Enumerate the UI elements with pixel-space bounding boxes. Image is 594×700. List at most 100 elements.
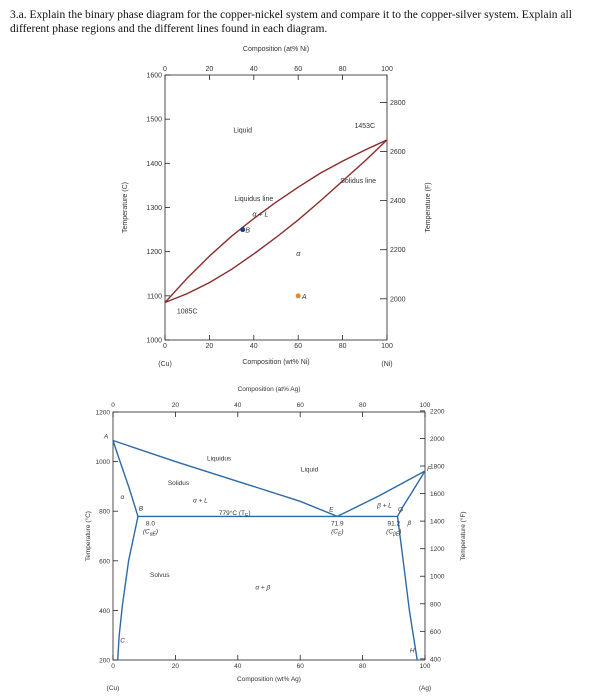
cuag-point-g-label: G <box>398 506 403 513</box>
cuni-y-tick-label: 1300 <box>146 205 162 212</box>
cuag-top-tick-label: 80 <box>359 402 367 409</box>
cuni-frame <box>164 74 388 341</box>
cuag-top-tick-label: 20 <box>172 402 180 409</box>
cuni-right-tick-label: 2200 <box>390 247 406 254</box>
cuag-b-close: ) <box>155 528 158 535</box>
cuag-right-tick-label: 400 <box>430 656 441 663</box>
cuag-beta-label: β <box>407 520 412 527</box>
cuag-solvus-label: Solvus <box>150 572 170 579</box>
cuag-right-tick-label: 1200 <box>430 546 445 553</box>
cuag-solidus-label: Solidus <box>168 480 190 487</box>
cuag-right-tick-label: 1000 <box>430 574 445 581</box>
cuag-top-tick-label: 40 <box>234 402 242 409</box>
cuag-x-tick-label: 0 <box>111 663 115 670</box>
cuni-ni-melt-label: 1453C <box>354 123 375 130</box>
cuni-liquid-label: Liquid <box>233 127 252 134</box>
cuag-g-close: ) <box>398 528 401 535</box>
cuag-e-subscript: E <box>338 531 342 537</box>
cuni-right-tick-label: 2600 <box>390 149 406 156</box>
cuag-right-tick-label: 2000 <box>430 436 445 443</box>
cuag-y-axis-title: Temperature (°C) <box>84 511 92 561</box>
cuni-top-tick-label: 0 <box>163 66 167 73</box>
cuni-right-axis-title: Temperature (F) <box>425 182 432 232</box>
cuag-alpha-label: α <box>121 494 125 501</box>
cuag-e-comp: 71.9 <box>331 520 344 527</box>
cuag-b-subscript: αE <box>150 531 157 537</box>
cuni-x-tick-label: 40 <box>250 343 258 350</box>
cuag-frame <box>112 411 426 661</box>
cuag-right-tick-label: 2200 <box>430 408 445 415</box>
cuni-top-tick-label: 20 <box>206 66 214 73</box>
cuni-y-tick-label: 1000 <box>146 338 162 345</box>
cuni-point-a <box>295 293 301 299</box>
cuni-solidus-label: Solidus line <box>340 178 376 185</box>
cuni-y-tick-label: 1500 <box>146 117 162 124</box>
cuni-alpha-label: α <box>296 251 301 258</box>
cuag-top-tick-label: 60 <box>297 402 305 409</box>
cuni-x-tick-label: 20 <box>206 343 214 350</box>
cuag-x-tick-label: 40 <box>234 663 242 670</box>
cuni-liquidus-label: Liquidus line <box>234 196 273 203</box>
cuni-x-end-left: (Cu) <box>158 361 172 368</box>
cuni-x-tick-label: 0 <box>163 343 167 350</box>
cuag-x-tick-label: 20 <box>172 663 180 670</box>
cuag-x-end-right: (Ag) <box>419 685 431 692</box>
cuag-y-tick-label: 200 <box>99 658 110 665</box>
cuag-top-tick-label: 100 <box>420 402 431 409</box>
cuag-point-a-label: A <box>103 434 108 441</box>
cuag-g-subscript: βE <box>392 531 400 537</box>
cuag-y-tick-label: 1000 <box>96 459 111 466</box>
cuag-e-close: ) <box>340 528 343 535</box>
cuag-e-sub: (CE) <box>331 528 343 537</box>
cuag-eutectic-temp-sub: E <box>245 513 249 519</box>
cuni-liquidus-curve <box>164 139 388 303</box>
cuni-x-axis-title: Composition (wt% Ni) <box>242 359 309 366</box>
cuag-b-comp: 8.0 <box>146 520 155 527</box>
cuag-right-tick-label: 600 <box>430 629 441 636</box>
cuni-point-b-label: B <box>245 228 250 235</box>
cuag-point-f-label: F <box>427 466 432 473</box>
cuag-right-tick-label: 1600 <box>430 491 445 498</box>
cuag-liquidus-curve <box>112 439 426 518</box>
cuni-top-tick-label: 40 <box>250 66 258 73</box>
cuag-g-sub: (CβE) <box>386 528 401 537</box>
cuag-point-e-label: E <box>329 506 334 513</box>
cuag-alpha-beta-label: α + β <box>255 584 270 591</box>
cuag-top-tick-label: 0 <box>111 402 115 409</box>
cuag-solidus-curve <box>112 440 139 517</box>
question-text: 3.a. Explain the binary phase diagram fo… <box>10 9 572 35</box>
cuni-point-a-label: A <box>301 294 307 301</box>
cuag-right-tick-label: 1800 <box>430 464 445 471</box>
cuni-x-tick-label: 80 <box>339 343 347 350</box>
cuag-right-tick-label: 800 <box>430 601 441 608</box>
cuni-right-tick-label: 2000 <box>390 296 406 303</box>
cuag-point-h-label: H <box>410 648 415 655</box>
cuag-alpha-l-label: α + L <box>193 498 208 505</box>
cuni-point-b <box>240 227 246 233</box>
cuni-y-tick-label: 1100 <box>147 293 162 300</box>
cuag-y-tick-label: 400 <box>99 608 110 615</box>
cuag-point-c-label: C <box>120 638 125 645</box>
cuag-g-comp: 91.2 <box>387 520 400 527</box>
cuag-y-tick-label: 600 <box>99 558 110 565</box>
cuag-right-axis-title: Temperature (°F) <box>459 511 467 560</box>
cuag-solvus-curve <box>117 516 139 661</box>
cuni-x-tick-label: 60 <box>294 343 302 350</box>
cuag-point-b-label: B <box>139 505 144 512</box>
cuni-top-tick-label: 100 <box>381 66 393 73</box>
cuni-y-tick-label: 1200 <box>146 249 162 256</box>
cuag-liquidus-label: Liquidus <box>207 455 232 462</box>
cuag-x-tick-label: 80 <box>359 663 367 670</box>
cuag-beta-l-label: β + L <box>376 502 392 509</box>
cuni-y-tick-label: 1600 <box>146 73 162 80</box>
cuni-x-tick-label: 100 <box>381 343 393 350</box>
cuag-y-tick-label: 800 <box>99 509 110 516</box>
cuni-alpha-l-label: α + L <box>253 211 269 218</box>
cuni-top-tick-label: 80 <box>339 66 347 73</box>
cuni-cu-melt-label: 1085C <box>177 309 198 316</box>
cuag-y-tick-label: 1200 <box>96 410 111 417</box>
cuni-y-tick-label: 1400 <box>146 161 162 168</box>
cuag-top-axis-title: Composition (at% Ag) <box>238 386 301 393</box>
cuni-right-tick-label: 2400 <box>390 198 406 205</box>
